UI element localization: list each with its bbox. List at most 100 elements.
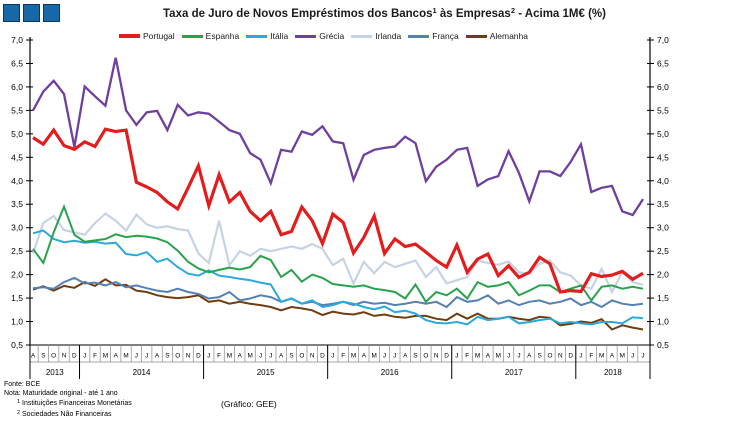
- x-axis-year-label: 2018: [604, 368, 622, 377]
- x-axis-month-label: N: [434, 353, 439, 360]
- legend-swatch: [119, 34, 140, 38]
- y-axis-label-left: 2,5: [11, 246, 23, 256]
- series-line-itália: [32, 229, 644, 326]
- legend-swatch: [408, 34, 430, 38]
- series-line-espanha: [32, 203, 644, 304]
- series-line-alemanha: [32, 278, 644, 331]
- x-axis-month-label: J: [145, 353, 148, 360]
- y-axis-label-left: 5,0: [11, 129, 23, 139]
- legend-item-alemanha: Alemanha: [465, 31, 528, 41]
- x-axis-month-label: D: [568, 353, 573, 360]
- footnote-2: 2 Sociedades Não Financeiras: [4, 409, 132, 420]
- y-axis-label-right: 6,5: [657, 58, 669, 68]
- x-axis-month-label: J: [207, 353, 210, 360]
- x-axis-month-label: D: [196, 353, 201, 360]
- y-axis-label-right: 4,0: [657, 176, 669, 186]
- x-axis-month-label: M: [372, 353, 377, 360]
- source-note: Fonte: BCE: [4, 381, 41, 388]
- x-axis-month-label: A: [610, 353, 615, 360]
- x-axis-month-label: M: [475, 353, 480, 360]
- legend-swatch: [246, 34, 268, 38]
- y-axis-label-right: 5,5: [657, 105, 669, 115]
- x-axis-month-label: M: [496, 353, 501, 360]
- x-axis-month-label: N: [310, 353, 315, 360]
- x-axis-month-label: A: [279, 353, 284, 360]
- y-axis-label-right: 1,5: [657, 293, 669, 303]
- footnote-1-sup: 1: [17, 399, 21, 406]
- logo: [3, 4, 60, 22]
- y-axis-label-right: 4,5: [657, 152, 669, 162]
- legend-label: Itália: [270, 31, 289, 41]
- x-axis-month-label: O: [51, 353, 56, 360]
- legend-item-espanha: Espanha: [181, 31, 239, 41]
- x-axis-month-label: J: [507, 353, 510, 360]
- y-axis-label-right: 5,0: [657, 129, 669, 139]
- footnote-1-text: Instituições Financeiras Monetárias: [20, 400, 132, 408]
- x-axis-month-label: A: [362, 353, 367, 360]
- y-axis-label-left: 4,5: [11, 152, 23, 162]
- y-axis-label-right: 7,0: [657, 35, 669, 45]
- x-axis-month-label: D: [444, 353, 449, 360]
- y-axis-label-right: 2,5: [657, 246, 669, 256]
- footer-notes: Fonte: BCE Nota: Maturidade original - a…: [4, 381, 132, 419]
- legend-item-frança: França: [408, 31, 459, 41]
- x-axis-month-label: J: [331, 353, 334, 360]
- x-axis-month-label: F: [341, 353, 345, 360]
- x-axis-month-label: S: [289, 353, 293, 360]
- legend-item-itália: Itália: [246, 31, 288, 41]
- chart-legend: Portugal Espanha Itália Grécia Irlanda França…: [119, 31, 528, 41]
- footnote-2-text: Sociedades Não Financeiras: [20, 410, 112, 418]
- legend-label: França: [432, 31, 459, 41]
- x-axis-year-label: 2014: [133, 368, 151, 377]
- x-axis-month-label: A: [486, 353, 491, 360]
- x-axis-month-label: J: [259, 353, 262, 360]
- x-axis-month-label: M: [351, 353, 356, 360]
- legend-swatch: [351, 34, 373, 38]
- x-axis-month-label: S: [413, 353, 417, 360]
- x-axis-month-label: J: [455, 353, 458, 360]
- y-axis-label-right: 3,0: [657, 223, 669, 233]
- y-axis-label-right: 6,0: [657, 82, 669, 92]
- footnote-1: 1 Instituições Financeiras Monetárias: [4, 398, 132, 409]
- x-axis-month-label: S: [537, 353, 541, 360]
- x-axis-month-label: N: [558, 353, 563, 360]
- x-axis-month-label: A: [31, 353, 36, 360]
- x-axis-month-label: N: [186, 353, 191, 360]
- x-axis-month-label: A: [238, 353, 243, 360]
- title-text: - Acima 1M€ (%): [515, 8, 606, 20]
- credit-note: (Gráfico: GEE): [221, 399, 277, 409]
- x-axis-month-label: M: [620, 353, 625, 360]
- legend-label: Alemanha: [489, 31, 528, 41]
- x-axis-month-label: S: [41, 353, 45, 360]
- title-sup-1: 1: [432, 6, 437, 15]
- x-axis-month-label: M: [599, 353, 604, 360]
- page-title: Taxa de Juro de Novos Empréstimos dos Ba…: [112, 6, 657, 20]
- x-axis-month-label: A: [527, 353, 532, 360]
- x-axis-month-label: F: [93, 353, 97, 360]
- legend-swatch: [181, 34, 203, 38]
- y-axis-label-left: 4,0: [11, 176, 23, 186]
- x-axis-month-label: A: [114, 353, 119, 360]
- x-axis-month-label: O: [547, 353, 552, 360]
- legend-item-portugal: Portugal: [119, 31, 175, 41]
- title-text: às Empresas: [436, 8, 511, 20]
- x-axis-month-label: A: [403, 353, 408, 360]
- x-axis-month-label: A: [155, 353, 160, 360]
- x-axis-month-label: S: [165, 353, 169, 360]
- legend-item-grécia: Grécia: [295, 31, 344, 41]
- legend-item-irlanda: Irlanda: [351, 31, 401, 41]
- x-axis-month-label: J: [383, 353, 386, 360]
- series-line-irlanda: [31, 212, 644, 295]
- x-axis-month-label: O: [175, 353, 180, 360]
- x-axis-month-label: M: [247, 353, 252, 360]
- x-axis-year-label: 2013: [46, 368, 64, 377]
- series-line-grécia: [31, 57, 644, 217]
- y-axis-label-left: 3,0: [11, 223, 23, 233]
- x-axis-month-label: D: [320, 353, 325, 360]
- x-axis-year-label: 2017: [505, 368, 523, 377]
- legend-swatch: [295, 34, 317, 38]
- y-axis-label-right: 0,5: [657, 340, 669, 350]
- legend-label: Irlanda: [375, 31, 402, 41]
- legend-label: Grécia: [319, 31, 345, 41]
